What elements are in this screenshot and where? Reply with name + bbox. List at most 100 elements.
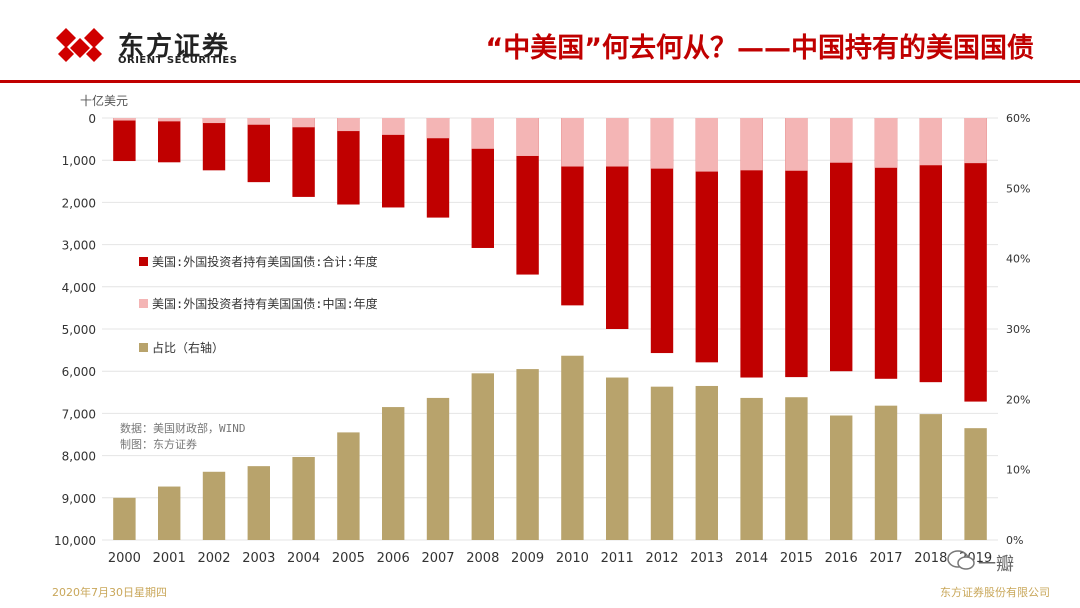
bar-ratio-2007 <box>426 397 450 540</box>
bar-total-2000 <box>113 118 136 162</box>
bar-total-2011 <box>606 118 629 329</box>
bar-ratio-2008 <box>471 373 494 540</box>
left-tick-label: 8,000 <box>62 450 96 464</box>
bar-ratio-2013 <box>695 385 718 540</box>
x-tick-label: 2011 <box>601 551 634 566</box>
x-tick-label: 2009 <box>511 551 544 566</box>
bar-ratio-2002 <box>202 471 226 540</box>
bar-china-2014 <box>740 118 763 171</box>
bar-total-2007 <box>426 118 450 218</box>
x-tick-label: 2017 <box>869 551 902 566</box>
legend-label: 美国:外国投资者持有美国国债:中国:年度 <box>152 296 378 311</box>
x-tick-label: 2016 <box>825 551 858 566</box>
right-tick-label: 10% <box>1006 464 1030 477</box>
bar-total-2005 <box>337 118 360 205</box>
bar-ratio-2017 <box>874 405 898 540</box>
bar-china-2001 <box>158 118 181 122</box>
left-axis-unit: 十亿美元 <box>80 93 128 108</box>
page-title: “中美国”何去何从？——中国持有的美国国债 <box>485 33 1035 64</box>
bar-china-2007 <box>426 118 450 139</box>
left-tick-label: 6,000 <box>62 365 96 379</box>
bar-total-2012 <box>650 118 674 354</box>
legend-label: 美国:外国投资者持有美国国债:合计:年度 <box>152 254 378 269</box>
bar-ratio-2018 <box>919 414 942 540</box>
bar-total-2002 <box>202 118 226 171</box>
footer-date: 2020年7月30日星期四 <box>52 586 167 599</box>
bar-ratio-2015 <box>785 397 808 540</box>
x-tick-label: 2002 <box>197 551 230 566</box>
x-tick-label: 2000 <box>108 551 141 566</box>
legend-swatch <box>139 299 148 308</box>
x-tick-label: 2018 <box>914 551 947 566</box>
x-tick-label: 2006 <box>377 551 410 566</box>
x-tick-label: 2003 <box>242 551 275 566</box>
brand-name-en: ORIENT SECURITIES <box>118 55 238 66</box>
bar-china-2018 <box>919 118 942 166</box>
left-tick-label: 5,000 <box>62 323 96 337</box>
bar-china-2000 <box>113 118 136 121</box>
bar-ratio-2006 <box>382 407 405 540</box>
right-tick-label: 50% <box>1006 182 1030 195</box>
bar-china-2009 <box>516 118 539 156</box>
watermark-text: 一瓣 <box>978 554 1014 575</box>
bar-ratio-2005 <box>337 432 360 540</box>
bar-china-2006 <box>382 118 405 135</box>
footer-company: 东方证券股份有限公司 <box>940 586 1050 599</box>
company-logo: 东方证券 ORIENT SECURITIES <box>52 24 252 68</box>
x-tick-label: 2004 <box>287 551 320 566</box>
x-tick-label: 2008 <box>466 551 499 566</box>
x-tick-label: 2013 <box>690 551 723 566</box>
bar-china-2008 <box>471 118 494 149</box>
x-tick-label: 2015 <box>780 551 813 566</box>
bar-ratio-2010 <box>561 355 584 540</box>
bar-ratio-2019 <box>964 428 987 540</box>
x-tick-label: 2010 <box>556 551 589 566</box>
bar-total-2008 <box>471 118 494 248</box>
right-tick-label: 60% <box>1006 112 1030 125</box>
bar-ratio-2016 <box>830 415 853 540</box>
left-tick-label: 7,000 <box>62 407 96 421</box>
left-tick-label: 9,000 <box>62 492 96 506</box>
right-tick-label: 0% <box>1006 534 1023 547</box>
bar-china-2016 <box>830 118 853 163</box>
bar-total-2014 <box>740 118 763 378</box>
bar-china-2017 <box>874 118 898 168</box>
left-tick-label: 1,000 <box>62 154 96 168</box>
bar-ratio-2012 <box>650 386 674 540</box>
bar-china-2019 <box>964 118 987 164</box>
right-tick-label: 40% <box>1006 253 1030 266</box>
bar-ratio-2003 <box>247 466 270 540</box>
title-divider <box>0 80 1080 83</box>
bar-total-2001 <box>158 118 181 163</box>
bar-total-2019 <box>964 118 987 402</box>
bar-china-2003 <box>247 118 270 125</box>
bar-ratio-2011 <box>606 377 629 540</box>
bar-total-2006 <box>382 118 405 208</box>
legend-swatch <box>139 343 148 352</box>
x-tick-label: 2012 <box>645 551 678 566</box>
x-tick-label: 2007 <box>421 551 454 566</box>
legend-swatch <box>139 257 148 266</box>
bar-total-2018 <box>919 118 942 383</box>
watermark: 一瓣 <box>946 548 1016 575</box>
legend-item: 美国:外国投资者持有美国国债:合计:年度 <box>139 254 378 269</box>
x-tick-label: 2014 <box>735 551 768 566</box>
bar-total-2015 <box>785 118 808 378</box>
right-tick-label: 30% <box>1006 323 1030 336</box>
x-tick-label: 2001 <box>153 551 186 566</box>
bar-china-2005 <box>337 118 360 132</box>
legend-label: 占比（右轴） <box>152 340 224 355</box>
left-tick-label: 0 <box>88 112 96 126</box>
bar-china-2011 <box>606 118 629 167</box>
x-tick-label: 2005 <box>332 551 365 566</box>
right-tick-label: 20% <box>1006 393 1030 406</box>
bar-china-2010 <box>561 118 584 167</box>
bar-total-2016 <box>830 118 853 372</box>
bar-china-2013 <box>695 118 718 172</box>
bar-china-2002 <box>202 118 226 124</box>
left-tick-label: 3,000 <box>62 239 96 253</box>
bar-ratio-2014 <box>740 397 763 540</box>
left-tick-label: 4,000 <box>62 281 96 295</box>
legend-item: 美国:外国投资者持有美国国债:中国:年度 <box>139 296 378 311</box>
